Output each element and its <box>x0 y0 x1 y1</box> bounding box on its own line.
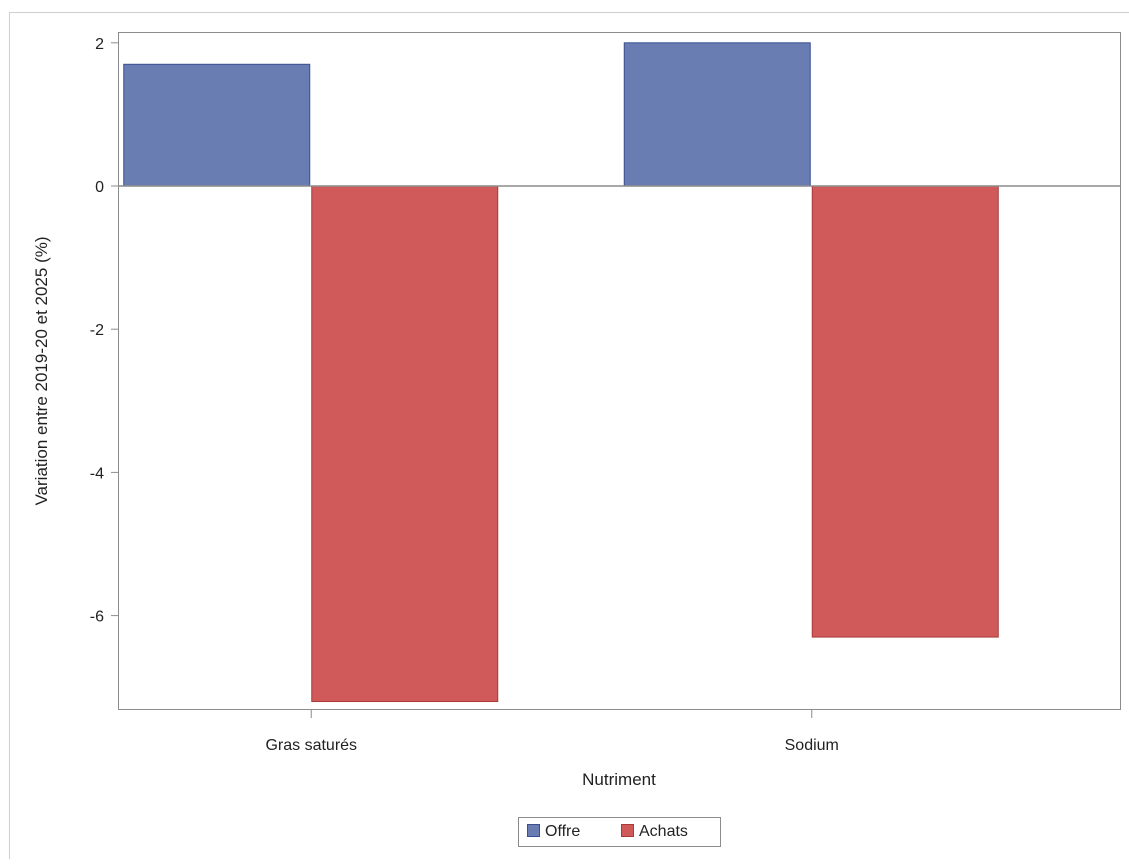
y-axis-title: Variation entre 2019-20 et 2025 (%) <box>32 236 51 505</box>
bar-offre-2 <box>624 43 810 186</box>
legend: Offre Achats <box>519 818 721 847</box>
bar-offre-1 <box>124 64 310 186</box>
y-tick-label: -2 <box>90 322 104 339</box>
legend-swatch-achats <box>622 825 634 837</box>
bar-achats-1 <box>312 186 498 702</box>
y-axis: 2 0 -2 -4 -6 <box>90 36 119 626</box>
legend-label-achats: Achats <box>639 823 688 840</box>
y-tick-label: -4 <box>90 465 104 482</box>
x-axis-title: Nutriment <box>582 770 656 789</box>
y-tick-label: 0 <box>95 179 104 196</box>
y-tick-label: 2 <box>95 36 104 53</box>
legend-swatch-offre <box>528 825 540 837</box>
y-tick-label: -6 <box>90 609 104 626</box>
x-tick-label: Gras saturés <box>265 737 357 754</box>
x-tick-label: Sodium <box>785 737 839 754</box>
bar-achats-2 <box>812 186 998 637</box>
legend-label-offre: Offre <box>545 823 580 840</box>
x-axis: Gras saturés Sodium <box>265 710 838 754</box>
